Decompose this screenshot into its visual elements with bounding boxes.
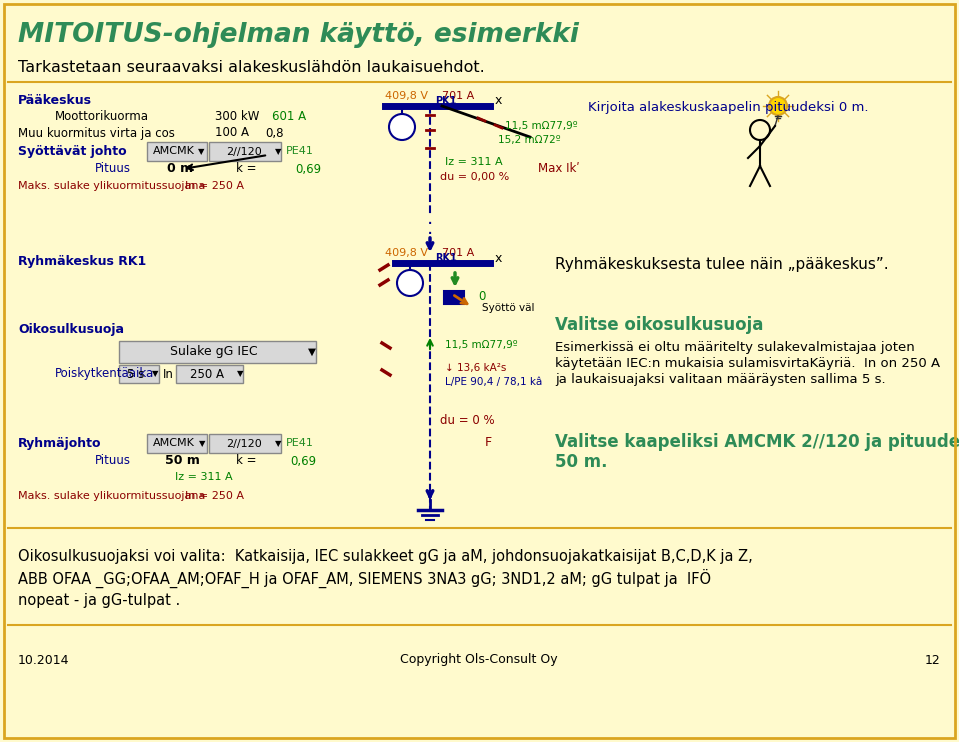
Text: AMCMK: AMCMK: [153, 146, 195, 157]
Text: du = 0,00 %: du = 0,00 %: [440, 172, 509, 182]
Text: ABB OFAA _GG;OFAA_AM;OFAF_H ja OFAF_AM, SIEMENS 3NA3 gG; 3ND1,2 aM; gG tulpat ja: ABB OFAA _GG;OFAA_AM;OFAF_H ja OFAF_AM, …: [18, 568, 712, 588]
Text: ▼: ▼: [308, 347, 316, 357]
Text: ▼: ▼: [274, 439, 281, 448]
Text: 12: 12: [924, 654, 940, 666]
Text: Pituus: Pituus: [95, 162, 131, 176]
FancyBboxPatch shape: [209, 142, 281, 161]
Text: 15,2 mΩ72º: 15,2 mΩ72º: [498, 135, 561, 145]
Text: ▼: ▼: [199, 439, 205, 448]
Text: Syöttävät johto: Syöttävät johto: [18, 145, 127, 157]
Text: Muu kuormitus virta ja cos: Muu kuormitus virta ja cos: [18, 126, 175, 139]
Text: nopeat - ja gG-tulpat .: nopeat - ja gG-tulpat .: [18, 593, 180, 608]
Text: Valitse oikosulkusuoja: Valitse oikosulkusuoja: [555, 316, 763, 334]
FancyBboxPatch shape: [176, 365, 243, 383]
Text: Iz = 311 A: Iz = 311 A: [445, 157, 503, 167]
Text: Kirjoita alakeskuskaapelin pituudeksi 0 m.: Kirjoita alakeskuskaapelin pituudeksi 0 …: [588, 102, 869, 114]
FancyBboxPatch shape: [119, 341, 316, 363]
Text: PE41: PE41: [286, 439, 314, 448]
Text: 300 kW: 300 kW: [215, 111, 259, 123]
Text: 10.2014: 10.2014: [18, 654, 69, 666]
FancyBboxPatch shape: [119, 365, 159, 383]
Text: F: F: [485, 436, 492, 450]
Text: 100 A: 100 A: [215, 126, 249, 139]
Text: Esimerkissä ei oltu määritelty sulakevalmistajaa joten: Esimerkissä ei oltu määritelty sulakeval…: [555, 341, 915, 355]
Text: 0,69: 0,69: [290, 455, 316, 467]
Text: Pituus: Pituus: [95, 455, 131, 467]
Text: Iz = 311 A: Iz = 311 A: [175, 472, 233, 482]
Text: 0: 0: [478, 289, 485, 303]
Text: 11,5 mΩ77,9º: 11,5 mΩ77,9º: [445, 340, 518, 350]
Text: ▼: ▼: [274, 147, 281, 156]
Text: 50 m.: 50 m.: [555, 453, 607, 471]
Text: M: M: [405, 278, 415, 288]
Circle shape: [769, 97, 787, 115]
Text: Valitse kaapeliksi AMCMK 2//120 ja pituudeksi: Valitse kaapeliksi AMCMK 2//120 ja pituu…: [555, 433, 959, 451]
Text: käytetään IEC:n mukaisia sulamisvirtaKäyriä.  In on 250 A: käytetään IEC:n mukaisia sulamisvirtaKäy…: [555, 358, 940, 370]
Circle shape: [397, 270, 423, 296]
Text: Sulake gG IEC: Sulake gG IEC: [170, 346, 258, 358]
Text: Ryhmäkeskuksesta tulee näin „pääkeskus”.: Ryhmäkeskuksesta tulee näin „pääkeskus”.: [555, 257, 889, 272]
Text: 2//120: 2//120: [226, 146, 262, 157]
Text: MITOITUS-ohjelman käyttö, esimerkki: MITOITUS-ohjelman käyttö, esimerkki: [18, 22, 579, 48]
Text: 409,8 V: 409,8 V: [385, 248, 428, 258]
Text: In = 250 A: In = 250 A: [185, 491, 244, 501]
Text: AMCMK: AMCMK: [153, 439, 195, 448]
Text: 601 A: 601 A: [272, 111, 306, 123]
Text: 5 s: 5 s: [128, 367, 145, 381]
Text: x: x: [495, 94, 503, 108]
Text: Pääkeskus: Pääkeskus: [18, 93, 92, 107]
Text: .: .: [427, 209, 433, 228]
Text: Ryhmäjohto: Ryhmäjohto: [18, 436, 102, 450]
Text: 50 m: 50 m: [165, 455, 199, 467]
Circle shape: [389, 114, 415, 140]
Text: RK1: RK1: [435, 253, 456, 263]
Circle shape: [750, 120, 770, 140]
Text: k =: k =: [236, 455, 256, 467]
Text: 2//120: 2//120: [226, 439, 262, 448]
Text: 409,8 V: 409,8 V: [385, 91, 428, 101]
Text: Max Ikʹ: Max Ikʹ: [538, 162, 579, 176]
Text: Ryhmäkeskus RK1: Ryhmäkeskus RK1: [18, 255, 147, 269]
Text: 0 m: 0 m: [167, 162, 193, 176]
Text: In = 250 A: In = 250 A: [185, 181, 244, 191]
Text: ▼: ▼: [198, 147, 204, 156]
Text: Copyright Ols-Consult Oy: Copyright Ols-Consult Oy: [400, 654, 558, 666]
Text: ↓ 13,6 kA²s: ↓ 13,6 kA²s: [445, 363, 506, 373]
Text: M: M: [396, 122, 408, 132]
Bar: [444, 291, 464, 304]
Text: 11,5 mΩ77,9º: 11,5 mΩ77,9º: [505, 121, 577, 131]
Text: Oikosulkusuojaksi voi valita:  Katkaisija, IEC sulakkeet gG ja aM, johdonsuojaka: Oikosulkusuojaksi voi valita: Katkaisija…: [18, 548, 753, 563]
Text: Maks. sulake ylikuormitussuojana: Maks. sulake ylikuormitussuojana: [18, 181, 205, 191]
Text: .: .: [427, 218, 433, 237]
Text: In: In: [163, 367, 174, 381]
Text: 701 A: 701 A: [442, 248, 475, 258]
Text: L/PE 90,4 / 78,1 kâ: L/PE 90,4 / 78,1 kâ: [445, 377, 542, 387]
Text: k =: k =: [236, 162, 256, 176]
Text: Moottorikuorma: Moottorikuorma: [55, 111, 149, 123]
Text: ▼: ▼: [237, 370, 244, 378]
Text: 0,8: 0,8: [265, 126, 284, 139]
Text: ▼: ▼: [152, 370, 158, 378]
FancyBboxPatch shape: [147, 142, 207, 161]
Text: PK1: PK1: [435, 96, 456, 106]
Text: Tarkastetaan seuraavaksi alakeskuslähdön laukaisuehdot.: Tarkastetaan seuraavaksi alakeskuslähdön…: [18, 61, 484, 76]
Text: Poiskytkentäaika: Poiskytkentäaika: [55, 367, 154, 381]
Text: 0,69: 0,69: [295, 162, 321, 176]
Text: 701 A: 701 A: [442, 91, 475, 101]
Text: Syöttö väl: Syöttö väl: [482, 303, 534, 313]
Text: x: x: [495, 252, 503, 264]
Text: ja laukaisuajaksi valitaan määräysten sallima 5 s.: ja laukaisuajaksi valitaan määräysten sa…: [555, 373, 885, 387]
FancyBboxPatch shape: [209, 434, 281, 453]
Text: PE41: PE41: [286, 146, 314, 157]
Text: du = 0 %: du = 0 %: [440, 413, 495, 427]
Text: Oikosulkusuoja: Oikosulkusuoja: [18, 324, 124, 337]
FancyBboxPatch shape: [147, 434, 207, 453]
Text: Maks. sulake ylikuormitussuojana: Maks. sulake ylikuormitussuojana: [18, 491, 205, 501]
Text: 250 A: 250 A: [190, 367, 224, 381]
